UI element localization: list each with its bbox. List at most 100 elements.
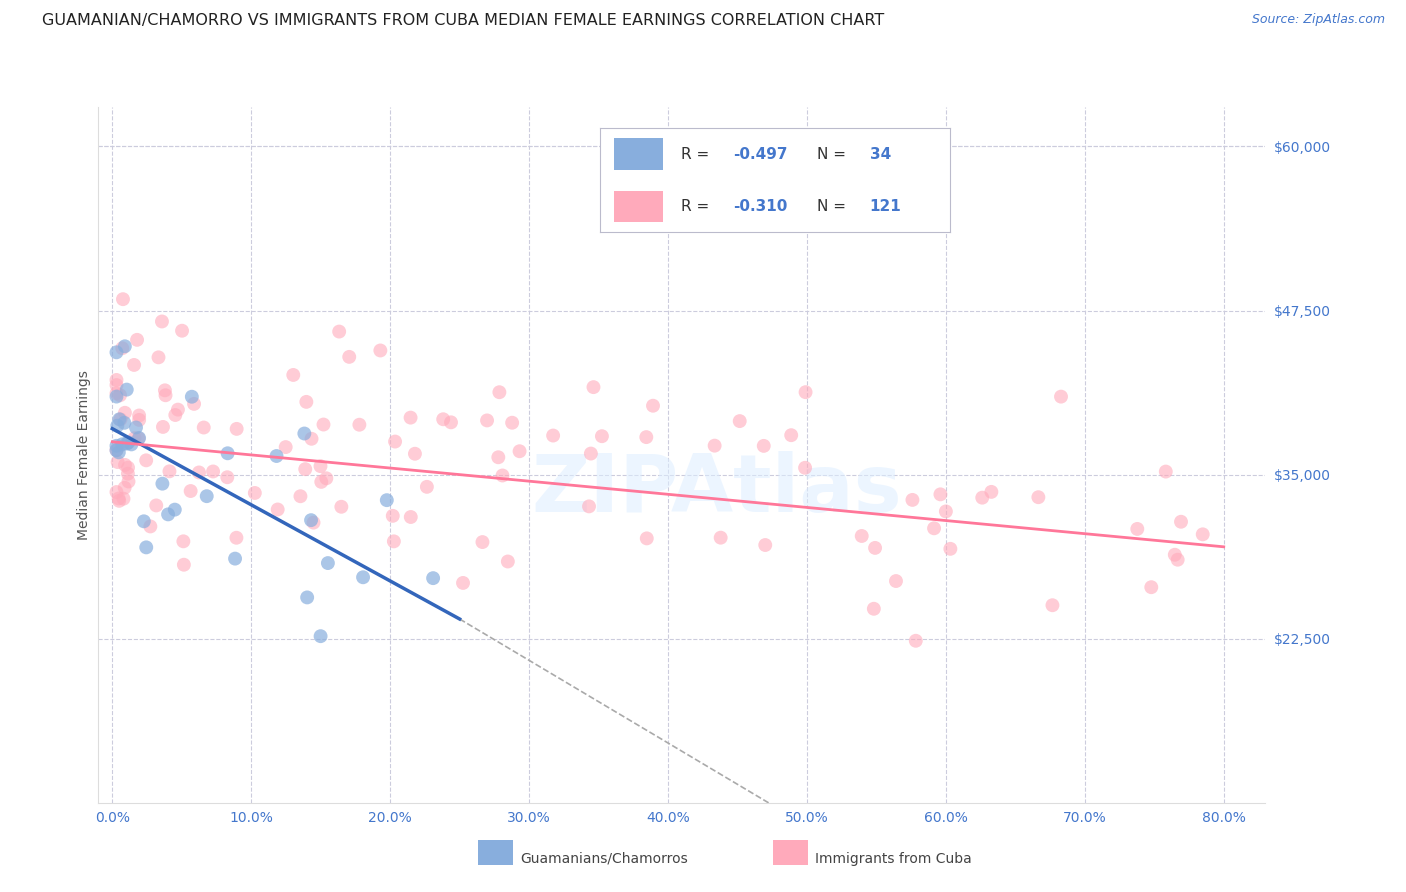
Point [302, 516, 325, 530]
Point [217, 470, 239, 484]
Point [432, 412, 454, 426]
Point [422, 571, 444, 585]
Point [935, 504, 957, 518]
Point [135, 541, 157, 555]
Text: R =: R = [681, 146, 714, 161]
Point [312, 417, 335, 432]
Point [105, 378, 128, 392]
Point [1170, 515, 1192, 529]
Point [188, 466, 211, 480]
Point [111, 437, 134, 451]
Point [114, 406, 136, 420]
Point [471, 535, 494, 549]
Point [150, 314, 173, 328]
Point [128, 413, 150, 427]
Point [309, 629, 332, 643]
Point [794, 385, 817, 400]
Point [183, 397, 205, 411]
Text: N =: N = [817, 199, 851, 214]
Point [105, 373, 128, 387]
Point [1154, 465, 1177, 479]
Point [195, 489, 218, 503]
Text: 121: 121 [870, 199, 901, 214]
Point [157, 508, 180, 522]
Point [884, 574, 907, 588]
Point [125, 333, 148, 347]
Point [294, 462, 316, 476]
Point [641, 399, 664, 413]
Point [202, 465, 225, 479]
Point [105, 485, 128, 500]
Point [1140, 580, 1163, 594]
FancyBboxPatch shape [614, 191, 664, 222]
Point [153, 384, 176, 398]
Point [980, 484, 1002, 499]
Point [152, 476, 174, 491]
Point [728, 414, 751, 428]
Point [172, 534, 194, 549]
Point [120, 437, 142, 451]
Point [225, 531, 247, 545]
Point [114, 458, 136, 472]
Text: 34: 34 [870, 146, 891, 161]
Point [496, 554, 519, 568]
Point [105, 390, 128, 404]
Point [107, 491, 129, 506]
Point [349, 417, 371, 432]
Text: GUAMANIAN/CHAMORRO VS IMMIGRANTS FROM CUBA MEDIAN FEMALE EARNINGS CORRELATION CH: GUAMANIAN/CHAMORRO VS IMMIGRANTS FROM CU… [42, 13, 884, 29]
Point [114, 481, 136, 495]
Point [591, 429, 613, 443]
Point [128, 431, 150, 445]
Text: ZIPAtlas: ZIPAtlas [531, 450, 903, 529]
Point [939, 541, 962, 556]
Point [105, 386, 128, 401]
Point [703, 439, 725, 453]
Text: Source: ZipAtlas.com: Source: ZipAtlas.com [1251, 13, 1385, 27]
Text: -0.310: -0.310 [734, 199, 787, 214]
Point [193, 420, 215, 434]
Point [114, 339, 136, 353]
Point [375, 493, 398, 508]
Point [863, 601, 886, 615]
Point [451, 576, 474, 591]
Point [370, 343, 392, 358]
Point [115, 383, 138, 397]
Point [117, 467, 139, 481]
Point [110, 412, 132, 426]
Point [381, 508, 404, 523]
Point [155, 388, 177, 402]
Point [1191, 527, 1213, 541]
Point [384, 434, 406, 449]
Point [112, 491, 135, 506]
Point [1050, 390, 1073, 404]
Point [352, 570, 374, 584]
Point [851, 529, 873, 543]
Point [132, 514, 155, 528]
Point [929, 487, 952, 501]
Text: R =: R = [681, 199, 714, 214]
Point [794, 460, 817, 475]
Point [117, 460, 139, 475]
Point [122, 358, 145, 372]
Point [491, 468, 513, 483]
Point [301, 432, 323, 446]
Point [124, 431, 146, 445]
Point [922, 521, 945, 535]
Point [148, 351, 170, 365]
Point [115, 436, 138, 450]
Point [217, 446, 239, 460]
Point [108, 412, 131, 426]
Point [636, 430, 658, 444]
Point [108, 493, 131, 508]
Point [170, 324, 193, 338]
Point [243, 486, 266, 500]
Point [328, 325, 350, 339]
Point [108, 388, 131, 402]
Point [710, 531, 733, 545]
Text: -0.497: -0.497 [734, 146, 787, 161]
Point [167, 402, 190, 417]
Point [112, 416, 135, 430]
Point [180, 483, 202, 498]
Point [1167, 552, 1189, 566]
Point [145, 499, 167, 513]
